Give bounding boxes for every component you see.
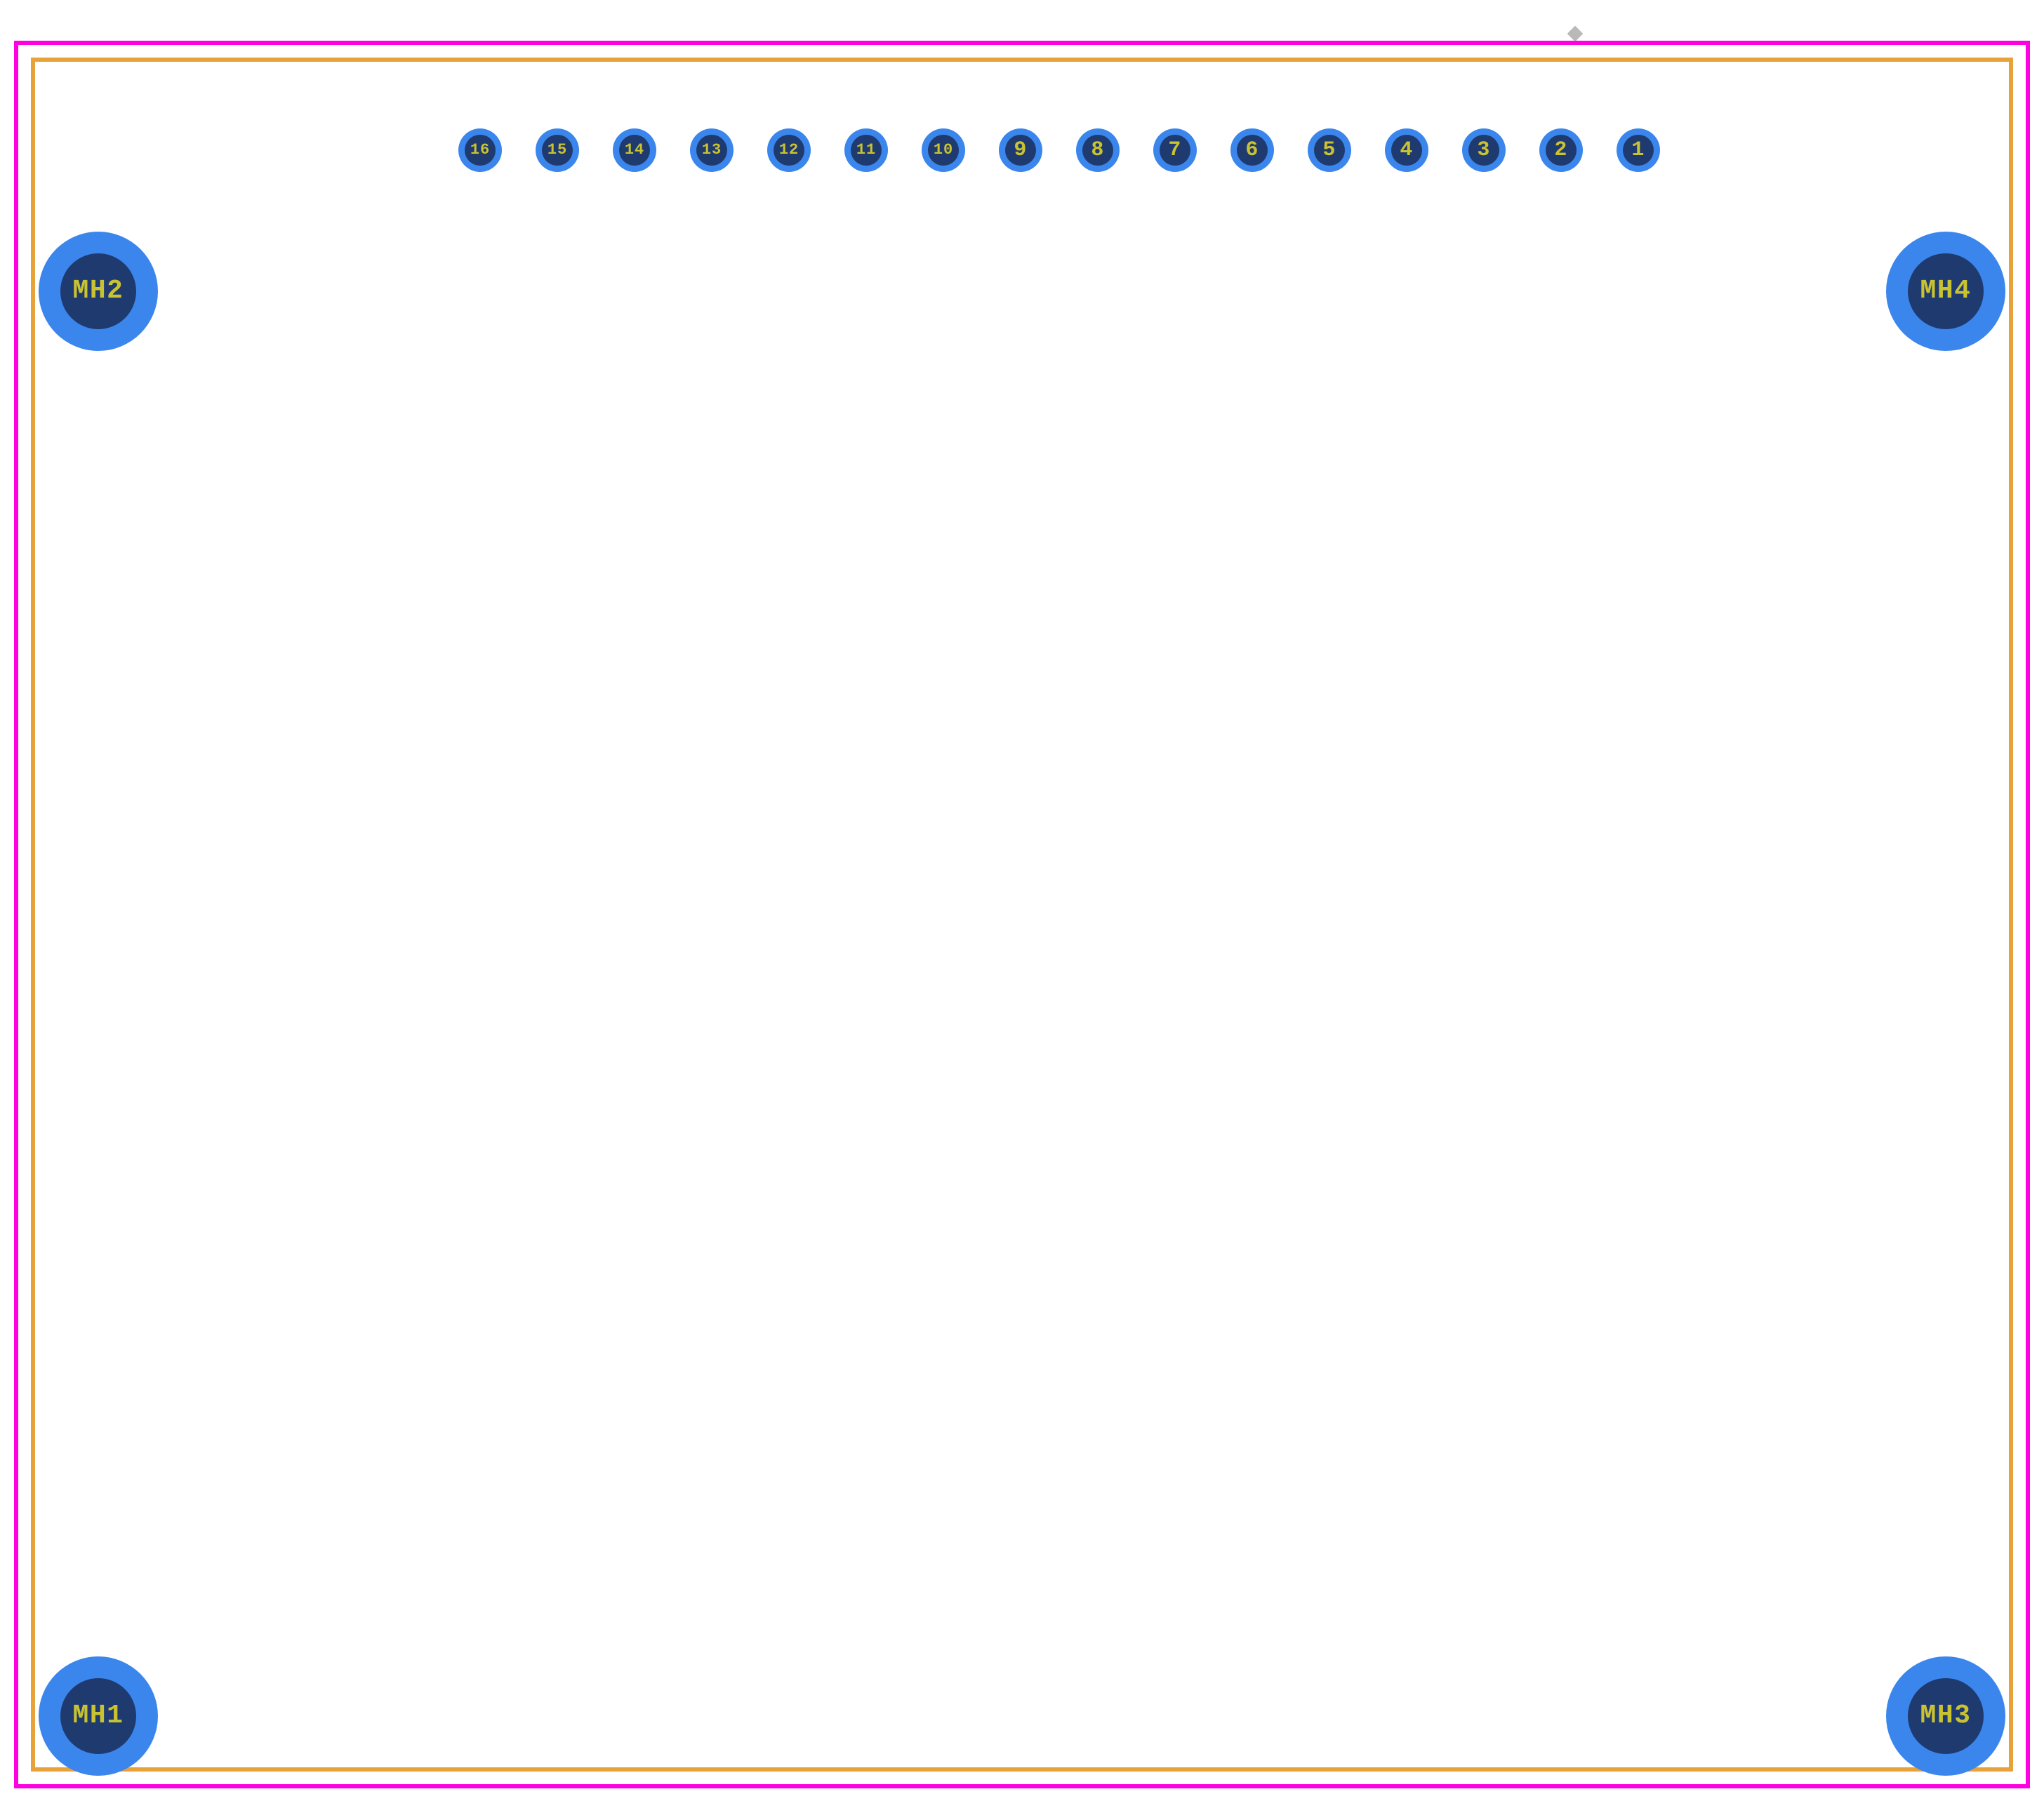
mounting-hole-mh1: MH1 [39, 1656, 158, 1776]
origin-marker-icon [1567, 26, 1584, 42]
mounting-hole-mh3-label: MH3 [1920, 1703, 1972, 1729]
header-pin-7-label: 7 [1168, 140, 1181, 161]
header-pin-13: 13 [690, 128, 734, 172]
header-pin-14-label: 14 [625, 142, 644, 158]
header-pin-16-label: 16 [470, 142, 490, 158]
mounting-hole-mh1-label: MH1 [73, 1703, 124, 1729]
header-pin-3: 3 [1462, 128, 1506, 172]
header-pin-5: 5 [1308, 128, 1351, 172]
header-pin-6-label: 6 [1245, 140, 1259, 161]
mounting-hole-mh4-label: MH4 [1920, 278, 1972, 305]
header-pin-2: 2 [1539, 128, 1583, 172]
header-pin-2-label: 2 [1554, 140, 1567, 161]
header-pin-5-label: 5 [1322, 140, 1336, 161]
mounting-hole-mh3: MH3 [1886, 1656, 2005, 1776]
header-pin-9: 9 [999, 128, 1042, 172]
header-pin-1: 1 [1617, 128, 1660, 172]
header-pin-9-label: 9 [1014, 140, 1027, 161]
header-pin-12: 12 [767, 128, 811, 172]
header-pin-14: 14 [613, 128, 656, 172]
header-pin-10: 10 [922, 128, 965, 172]
header-pin-11-label: 11 [856, 142, 876, 158]
header-pin-3-label: 3 [1477, 140, 1490, 161]
silkscreen-outline [31, 58, 2013, 1772]
header-pin-15-label: 15 [548, 142, 567, 158]
header-pin-7: 7 [1153, 128, 1197, 172]
mounting-hole-mh4: MH4 [1886, 232, 2005, 351]
header-pin-8-label: 8 [1091, 140, 1104, 161]
header-pin-8: 8 [1076, 128, 1120, 172]
header-pin-12-label: 12 [779, 142, 799, 158]
header-pin-1-label: 1 [1631, 140, 1645, 161]
mounting-hole-mh2-label: MH2 [73, 278, 124, 305]
mounting-hole-mh2: MH2 [39, 232, 158, 351]
header-pin-13-label: 13 [702, 142, 722, 158]
header-pin-4: 4 [1385, 128, 1428, 172]
header-pin-15: 15 [536, 128, 579, 172]
header-pin-16: 16 [458, 128, 502, 172]
header-pin-11: 11 [844, 128, 888, 172]
header-pin-4-label: 4 [1400, 140, 1413, 161]
footprint-canvas: 12345678910111213141516 MH2MH4MH1MH3 [0, 0, 2044, 1794]
header-pin-6: 6 [1230, 128, 1274, 172]
header-pin-10-label: 10 [934, 142, 953, 158]
